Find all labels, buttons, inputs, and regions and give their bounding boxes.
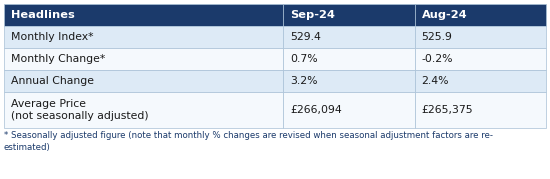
Bar <box>415 4 546 26</box>
Bar <box>4 48 283 70</box>
Text: Monthly Index*: Monthly Index* <box>11 32 94 42</box>
Bar <box>283 48 415 70</box>
Text: 2.4%: 2.4% <box>421 76 449 86</box>
Text: 0.7%: 0.7% <box>290 54 318 64</box>
Bar <box>283 26 415 48</box>
Text: £266,094: £266,094 <box>290 105 342 115</box>
Text: 529.4: 529.4 <box>290 32 321 42</box>
Bar <box>4 26 283 48</box>
Text: * Seasonally adjusted figure (note that monthly % changes are revised when seaso: * Seasonally adjusted figure (note that … <box>4 131 493 152</box>
Text: -0.2%: -0.2% <box>421 54 453 64</box>
Text: Monthly Change*: Monthly Change* <box>11 54 105 64</box>
Bar <box>4 4 283 26</box>
Bar <box>283 70 415 92</box>
Text: Average Price
(not seasonally adjusted): Average Price (not seasonally adjusted) <box>11 99 148 121</box>
Bar <box>415 26 546 48</box>
Text: Aug-24: Aug-24 <box>421 10 467 20</box>
Bar <box>283 92 415 128</box>
Text: Sep-24: Sep-24 <box>290 10 335 20</box>
Text: Annual Change: Annual Change <box>11 76 94 86</box>
Bar <box>4 70 283 92</box>
Bar <box>415 48 546 70</box>
Text: Headlines: Headlines <box>11 10 75 20</box>
Text: £265,375: £265,375 <box>421 105 473 115</box>
Bar <box>283 4 415 26</box>
Bar <box>4 92 283 128</box>
Bar <box>415 70 546 92</box>
Text: 525.9: 525.9 <box>421 32 453 42</box>
Bar <box>415 92 546 128</box>
Text: 3.2%: 3.2% <box>290 76 318 86</box>
